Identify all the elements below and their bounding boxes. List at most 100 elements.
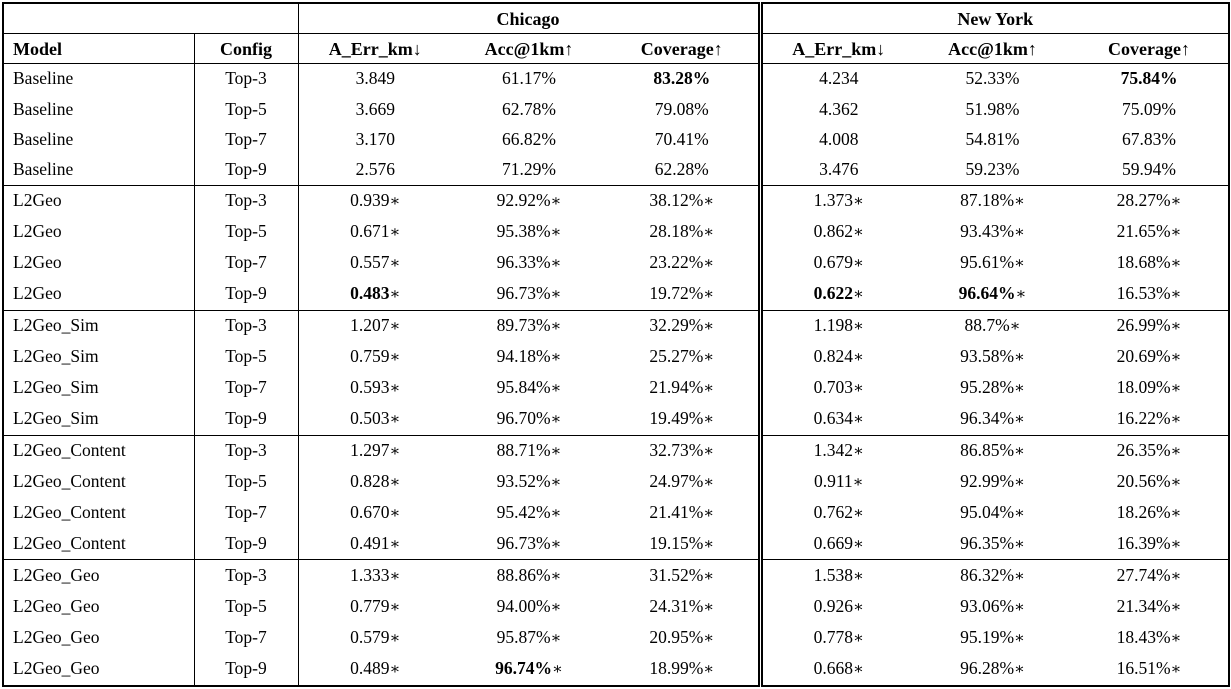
chicago-coverage-cell: 19.49%∗ bbox=[649, 407, 715, 428]
corner-cell bbox=[3, 3, 299, 34]
table-row: L2Geo_Content Top-9 0.491∗ 96.73%∗ 19.15… bbox=[3, 528, 1229, 560]
column-header-chicago-a-err-km: A_Err_km↓ bbox=[298, 33, 452, 64]
newyork-a-err-km-cell: 4.008 bbox=[757, 124, 915, 155]
table-row: Baseline Top-7 3.170 66.82% 70.41% 4.008… bbox=[3, 124, 1229, 155]
config-cell: Top-9 bbox=[194, 278, 299, 311]
newyork-a-err-km-cell: 1.342∗ bbox=[757, 434, 915, 467]
config-cell: Top-5 bbox=[194, 216, 299, 248]
newyork-a-err-km-cell: 0.911∗ bbox=[757, 466, 915, 498]
city-header-row: Chicago New York bbox=[3, 3, 1230, 34]
newyork-acc-1km-cell: 93.58%∗ bbox=[960, 346, 1025, 367]
table-header: Chicago New York Model Config A_Err_km↓ … bbox=[3, 3, 1230, 64]
model-cell: L2Geo bbox=[3, 278, 195, 311]
table-row: L2Geo_Sim Top-5 0.759∗ 94.18%∗ 25.27%∗ 0… bbox=[3, 341, 1229, 373]
table-row: L2Geo_Sim Top-9 0.503∗ 96.70%∗ 19.49%∗ 0… bbox=[3, 403, 1229, 435]
newyork-acc-1km-cell: 93.06%∗ bbox=[960, 596, 1025, 617]
newyork-coverage-cell: 16.53%∗ bbox=[1116, 282, 1182, 303]
newyork-coverage-cell: 75.09% bbox=[1122, 98, 1176, 119]
column-header-chicago-acc-1km: Acc@1km↑ bbox=[452, 33, 606, 64]
newyork-acc-1km-cell: 86.85%∗ bbox=[915, 434, 1070, 467]
newyork-a-err-km-cell: 0.778∗ bbox=[757, 622, 915, 654]
chicago-acc-1km-cell: 89.73%∗ bbox=[452, 309, 606, 342]
chicago-a-err-km-cell: 0.671∗ bbox=[350, 221, 401, 242]
chicago-coverage-cell: 21.41%∗ bbox=[649, 501, 715, 522]
newyork-a-err-km-cell: 4.362 bbox=[757, 94, 915, 125]
chicago-acc-1km-cell: 66.82% bbox=[502, 128, 556, 149]
newyork-coverage-cell: 21.65%∗ bbox=[1116, 221, 1182, 242]
config-cell: Top-7 bbox=[194, 124, 299, 155]
city-header-new-york: New York bbox=[757, 3, 1230, 34]
table-row: L2Geo_Geo Top-9 0.489∗ 96.74%∗ 18.99%∗ 0… bbox=[3, 653, 1229, 686]
table-row: L2Geo Top-5 0.671∗ 95.38%∗ 28.18%∗ 0.862… bbox=[3, 216, 1229, 248]
chicago-coverage-cell: 79.08% bbox=[654, 98, 709, 119]
newyork-coverage-cell: 16.39%∗ bbox=[1116, 532, 1182, 553]
column-header-config: Config bbox=[194, 33, 299, 64]
newyork-acc-1km-cell: 59.23% bbox=[965, 158, 1020, 179]
newyork-coverage-cell: 28.27%∗ bbox=[1070, 184, 1230, 217]
newyork-acc-1km-cell: 87.18%∗ bbox=[915, 184, 1070, 217]
config-cell: Top-7 bbox=[194, 622, 299, 654]
chicago-coverage-cell: 23.22%∗ bbox=[649, 251, 715, 272]
chicago-acc-1km-cell: 62.78% bbox=[502, 98, 556, 119]
newyork-a-err-km-cell: 1.198∗ bbox=[757, 309, 915, 342]
newyork-coverage-cell: 18.68%∗ bbox=[1116, 251, 1182, 272]
newyork-coverage-cell: 75.84% bbox=[1120, 68, 1178, 89]
chicago-acc-1km-cell: 92.92%∗ bbox=[452, 184, 606, 217]
config-cell: Top-5 bbox=[194, 591, 299, 623]
newyork-coverage-cell: 27.74%∗ bbox=[1070, 559, 1230, 592]
config-cell: Top-9 bbox=[194, 403, 299, 435]
chicago-acc-1km-cell: 96.74%∗ bbox=[495, 658, 563, 679]
model-cell: Baseline bbox=[3, 94, 195, 125]
model-cell: L2Geo_Content bbox=[3, 528, 195, 560]
model-cell: Baseline bbox=[3, 63, 195, 95]
column-header-newyork-a-err-km: A_Err_km↓ bbox=[757, 33, 915, 64]
model-cell: L2Geo_Sim bbox=[3, 341, 195, 373]
chicago-coverage-cell: 25.27%∗ bbox=[649, 346, 715, 367]
table-row: Baseline Top-9 2.576 71.29% 62.28% 3.476… bbox=[3, 154, 1229, 186]
chicago-acc-1km-cell: 88.86%∗ bbox=[452, 559, 606, 592]
chicago-a-err-km-cell: 0.779∗ bbox=[350, 596, 401, 617]
newyork-acc-1km-cell: 52.33% bbox=[965, 68, 1020, 89]
newyork-a-err-km-cell: 0.762∗ bbox=[757, 497, 915, 529]
column-header-newyork-acc-1km: Acc@1km↑ bbox=[915, 33, 1070, 64]
config-cell: Top-5 bbox=[194, 466, 299, 498]
config-cell: Top-9 bbox=[194, 154, 299, 186]
newyork-acc-1km-cell: 96.28%∗ bbox=[960, 658, 1025, 679]
model-cell: L2Geo_Content bbox=[3, 497, 195, 529]
chicago-a-err-km-cell: 3.849 bbox=[355, 68, 395, 89]
chicago-acc-1km-cell: 96.33%∗ bbox=[496, 251, 562, 272]
chicago-a-err-km-cell: 0.489∗ bbox=[350, 658, 401, 679]
config-cell: Top-3 bbox=[194, 559, 299, 592]
chicago-coverage-cell: 20.95%∗ bbox=[649, 626, 715, 647]
newyork-acc-1km-cell: 92.99%∗ bbox=[960, 471, 1025, 492]
table-row: L2Geo_Geo Top-5 0.779∗ 94.00%∗ 24.31%∗ 0… bbox=[3, 591, 1229, 623]
newyork-a-err-km-cell: 0.669∗ bbox=[757, 528, 915, 560]
table-row: L2Geo Top-3 0.939∗ 92.92%∗ 38.12%∗ 1.373… bbox=[3, 184, 1230, 217]
newyork-coverage-cell: 16.51%∗ bbox=[1116, 658, 1182, 679]
model-cell: L2Geo_Geo bbox=[3, 591, 195, 623]
model-cell: L2Geo_Geo bbox=[3, 559, 195, 592]
chicago-coverage-cell: 83.28% bbox=[653, 68, 711, 89]
chicago-a-err-km-cell: 1.207∗ bbox=[298, 309, 452, 342]
chicago-a-err-km-cell: 0.503∗ bbox=[350, 407, 401, 428]
config-cell: Top-5 bbox=[194, 94, 299, 125]
chicago-acc-1km-cell: 96.73%∗ bbox=[496, 282, 562, 303]
chicago-coverage-cell: 32.73%∗ bbox=[606, 434, 760, 467]
newyork-coverage-cell: 21.34%∗ bbox=[1116, 596, 1182, 617]
newyork-coverage-cell: 18.26%∗ bbox=[1116, 501, 1182, 522]
newyork-coverage-cell: 16.22%∗ bbox=[1116, 407, 1182, 428]
chicago-coverage-cell: 32.29%∗ bbox=[606, 309, 760, 342]
model-cell: L2Geo_Sim bbox=[3, 309, 195, 342]
chicago-a-err-km-cell: 0.557∗ bbox=[350, 251, 401, 272]
newyork-a-err-km-cell: 0.634∗ bbox=[757, 403, 915, 435]
config-cell: Top-3 bbox=[194, 63, 299, 95]
newyork-coverage-cell: 20.56%∗ bbox=[1116, 471, 1182, 492]
chicago-a-err-km-cell: 0.759∗ bbox=[350, 346, 401, 367]
newyork-acc-1km-cell: 86.32%∗ bbox=[915, 559, 1070, 592]
config-cell: Top-3 bbox=[194, 434, 299, 467]
chicago-a-err-km-cell: 1.333∗ bbox=[298, 559, 452, 592]
chicago-a-err-km-cell: 0.491∗ bbox=[350, 532, 401, 553]
model-cell: L2Geo_Sim bbox=[3, 403, 195, 435]
chicago-coverage-cell: 70.41% bbox=[654, 128, 709, 149]
model-cell: Baseline bbox=[3, 154, 195, 186]
